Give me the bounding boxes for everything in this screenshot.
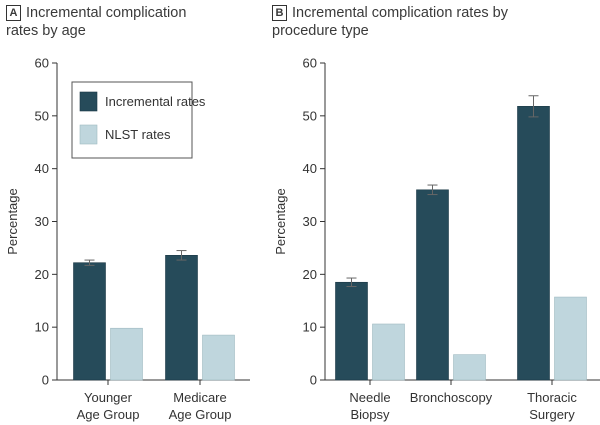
- panel-a-bar-nlst: [202, 334, 235, 381]
- panel-a-y-tick-label: 40: [35, 161, 49, 176]
- panel-b-x-tick-label: Surgery: [529, 407, 575, 422]
- panel-b-x-tick-label: Biopsy: [350, 407, 390, 422]
- panel-a-y-tick-label: 0: [42, 373, 49, 388]
- panel-a-label: A: [6, 5, 21, 21]
- panel-a-y-tick-label: 60: [35, 56, 49, 71]
- panel-a-bar-incremental: [73, 262, 106, 381]
- panel-b-y-tick-label: 0: [310, 373, 317, 388]
- panel-b-x-tick-label: Thoracic: [527, 390, 577, 405]
- panel-a-y-tick-label: 10: [35, 320, 49, 335]
- panel-b-bar-nlst: [453, 354, 486, 381]
- panel-a-title: A Incremental complication rates by age: [6, 4, 186, 40]
- panel-b-title-line-2: procedure type: [272, 23, 369, 39]
- panel-a-legend-swatch: [79, 91, 98, 112]
- panel-b-bar-nlst: [372, 323, 405, 381]
- panel-a-x-tick-label: Younger: [84, 390, 133, 405]
- panel-a-bar-incremental: [165, 255, 198, 381]
- panel-b-bar-incremental: [335, 281, 368, 381]
- panel-b-bar-nlst: [554, 296, 587, 381]
- panel-b-y-tick-label: 60: [303, 56, 317, 71]
- panel-b-label: B: [272, 5, 287, 21]
- panel-a-x-tick-label: Age Group: [169, 407, 232, 422]
- panel-a-legend-label: Incremental rates: [105, 94, 206, 109]
- panel-a-legend-swatch: [79, 124, 98, 145]
- panel-b-y-tick-label: 50: [303, 108, 317, 123]
- panel-b-title: B Incremental complication rates by proce…: [272, 4, 508, 40]
- panel-b-bar-incremental: [416, 189, 449, 381]
- panel-a-y-tick-label: 30: [35, 214, 49, 229]
- panel-b-y-tick-label: 20: [303, 267, 317, 282]
- panel-b-x-tick-label: Needle: [349, 390, 390, 405]
- panel-a-bar-nlst: [110, 327, 143, 381]
- panel-b-y-tick-label: 30: [303, 214, 317, 229]
- panel-b-y-tick-label: 10: [303, 320, 317, 335]
- panel-a-title-line-1: Incremental complication: [26, 5, 187, 21]
- panel-a-title-line-2: rates by age: [6, 23, 86, 39]
- panel-a-x-tick-label: Age Group: [77, 407, 140, 422]
- panel-b-y-tick-label: 40: [303, 161, 317, 176]
- panel-a-y-tick-label: 50: [35, 108, 49, 123]
- panel-a-y-axis-title: Percentage: [5, 188, 20, 255]
- panel-b-bar-incremental: [517, 106, 550, 381]
- panel-b-x-tick-label: Bronchoscopy: [410, 390, 493, 405]
- panel-a-x-tick-label: Medicare: [173, 390, 226, 405]
- panel-a-legend-label: NLST rates: [105, 127, 171, 142]
- panel-a-y-tick-label: 20: [35, 267, 49, 282]
- panel-b-title-line-1: Incremental complication rates by: [292, 5, 508, 21]
- panel-b-y-axis-title: Percentage: [273, 188, 288, 255]
